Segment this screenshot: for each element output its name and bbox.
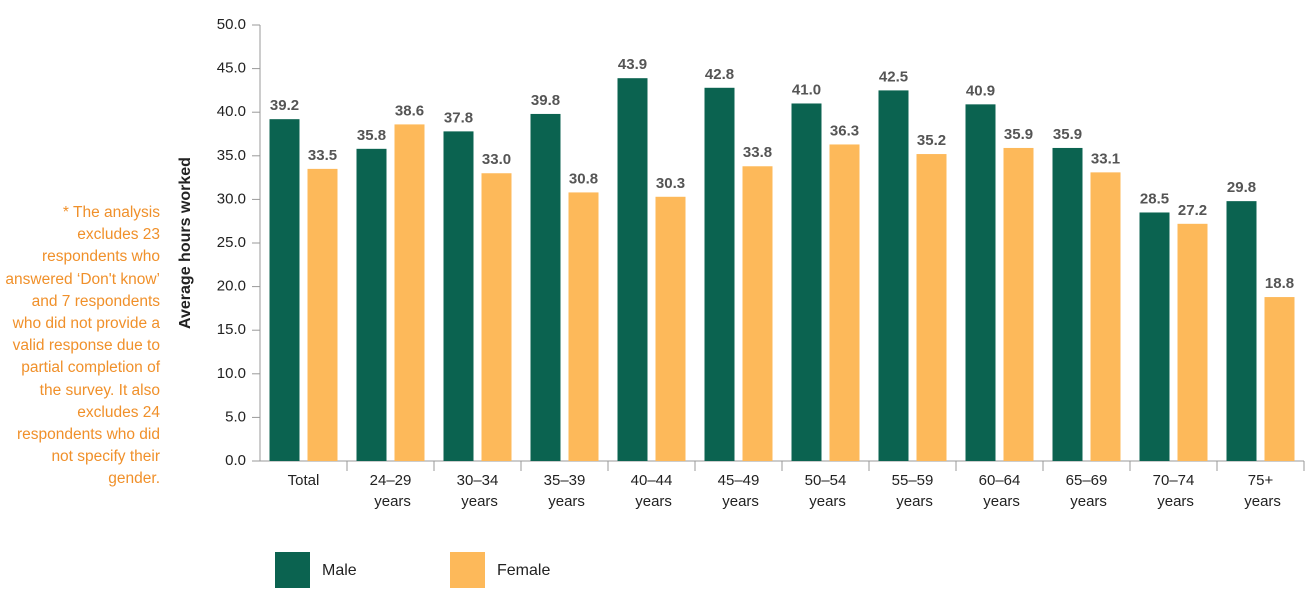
y-tick-label: 20.0 [217,278,246,295]
x-tick-label: 35–39 years [544,472,586,510]
value-label: 33.1 [1091,150,1120,167]
value-label: 33.8 [743,144,772,161]
bar [617,78,648,461]
x-tick-label: 65–69 years [1066,472,1108,510]
y-tick-label: 50.0 [217,16,246,33]
value-label: 35.8 [357,127,386,144]
x-tick-label: Total [288,472,320,489]
bar [1090,172,1121,462]
bar [1003,147,1034,461]
bar [878,90,909,462]
value-label: 40.9 [966,82,995,99]
value-label: 38.6 [395,102,424,119]
y-tick-label: 45.0 [217,60,246,77]
value-label: 30.8 [569,170,598,187]
bar [1264,297,1295,461]
value-label: 39.8 [531,92,560,109]
bar [1177,223,1208,461]
y-tick-label: 30.0 [217,190,246,207]
bar [568,192,599,461]
bar [791,103,822,461]
value-label: 30.3 [656,175,685,192]
x-tick-label: 24–29 years [370,472,412,510]
bar [742,166,773,461]
value-label: 33.5 [308,147,337,164]
value-label: 35.9 [1004,126,1033,143]
value-label: 35.2 [917,132,946,149]
y-tick-label: 15.0 [217,321,246,338]
x-tick-label: 60–64 years [979,472,1021,510]
bar [916,154,947,461]
value-label: 28.5 [1140,190,1169,207]
y-tick-label: 10.0 [217,365,246,382]
value-label: 27.2 [1178,202,1207,219]
value-label: 33.0 [482,151,511,168]
x-tick-label: 40–44 years [631,472,673,510]
bar [1052,147,1083,461]
bar [307,168,338,461]
bar [443,131,474,461]
y-tick-label: 35.0 [217,147,246,164]
footnote: * The analysis excludes 23 respondents w… [5,204,160,488]
x-tick-label: 50–54 years [805,472,847,510]
y-tick-label: 25.0 [217,234,246,251]
x-tick-label: 75+ years [1240,472,1281,510]
value-label: 36.3 [830,122,859,139]
bar [394,124,425,462]
value-label: 43.9 [618,56,647,73]
value-label: 42.8 [705,66,734,83]
value-label: 42.5 [879,68,908,85]
legend-label: Male [322,562,357,579]
bar [356,148,387,461]
value-label: 18.8 [1265,275,1294,292]
bar [481,173,512,462]
x-tick-label: 55–59 years [892,472,934,510]
value-label: 37.8 [444,109,473,126]
legend-swatch [275,552,310,588]
bar [704,87,735,461]
y-axis-label: Average hours worked [177,157,194,329]
bar [530,113,561,461]
bar [1139,212,1170,461]
value-label: 35.9 [1053,126,1082,143]
bar [269,119,300,462]
x-tick-label: 45–49 years [718,472,760,510]
legend-swatch [450,552,485,588]
bar [829,144,860,462]
value-label: 41.0 [792,81,821,98]
bar [965,104,996,462]
bar [655,196,686,461]
value-label: 29.8 [1227,179,1256,196]
bar [1226,201,1257,462]
x-tick-label: 30–34 years [457,472,499,510]
y-tick-label: 0.0 [225,452,246,469]
legend-label: Female [497,562,550,579]
y-tick-label: 40.0 [217,103,246,120]
x-tick-label: 70–74 years [1153,472,1195,510]
value-label: 39.2 [270,97,299,114]
y-tick-label: 5.0 [225,408,246,425]
